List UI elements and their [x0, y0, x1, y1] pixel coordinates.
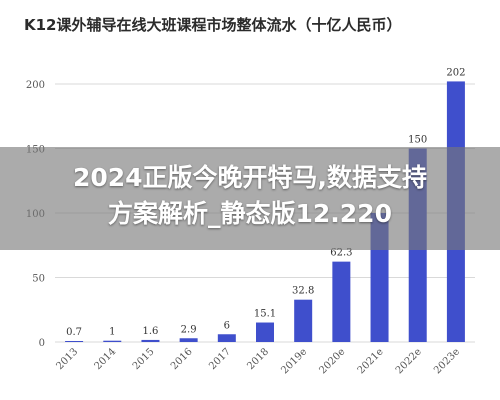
data-label-2014: 1: [109, 327, 115, 338]
data-label-2017: 6: [224, 320, 230, 331]
bar-2017: [217, 334, 236, 342]
data-label-2018: 15.1: [254, 309, 276, 320]
data-label-2015: 1.6: [143, 326, 159, 337]
data-label-2013: 0.7: [66, 327, 82, 338]
watermark-band: [0, 147, 500, 250]
bar-2013: [65, 341, 84, 342]
bar-2019e: [294, 299, 313, 342]
chart-title: K12课外辅导在线大班课程市场整体流水（十亿人民币）: [24, 16, 402, 34]
data-label-2022e: 150: [408, 135, 427, 146]
bar-2020e: [332, 261, 351, 342]
y-tick-label: 0: [39, 338, 45, 349]
watermark-line-2: 方案解析_静态版12.220: [108, 199, 392, 228]
x-tick-label-2016: 2016: [169, 346, 195, 372]
x-tick-label-2015: 2015: [131, 346, 157, 372]
watermark-text: 2024正版今晚开特马,数据支持 方案解析_静态版12.220: [0, 160, 500, 232]
x-tick-label-2022e: 2022e: [394, 346, 424, 376]
x-axis-ticks: 2013 2014 2015 2016 2017 2018 2019e 2020e 2021e 2…: [54, 346, 462, 376]
bar-2018: [256, 322, 274, 342]
x-tick-label-2020e: 2020e: [318, 346, 348, 376]
watermark-line-1: 2024正版今晚开特马,数据支持: [72, 163, 428, 192]
bar-2014: [103, 340, 122, 342]
data-labels: 0.7 1 1.6 2.9 6 15.1 32.8 62.3 150 202: [66, 67, 465, 338]
y-tick-label: 200: [26, 80, 45, 91]
data-label-2023e: 202: [446, 67, 465, 78]
bar-2015: [141, 339, 160, 342]
x-tick-label-2014: 2014: [93, 346, 119, 372]
bar-2016: [179, 338, 198, 342]
x-tick-label-2023e: 2023e: [432, 346, 462, 376]
x-tick-label-2018: 2018: [245, 346, 271, 372]
data-label-2016: 2.9: [181, 324, 197, 335]
y-tick-label: 50: [32, 274, 45, 285]
x-tick-label-2021e: 2021e: [356, 346, 386, 376]
data-label-2020e: 62.3: [330, 248, 352, 259]
x-tick-label-2017: 2017: [207, 346, 233, 372]
x-tick-label-2019e: 2019e: [279, 346, 309, 376]
x-tick-label-2013: 2013: [54, 346, 80, 372]
data-label-2019e: 32.8: [292, 286, 314, 297]
